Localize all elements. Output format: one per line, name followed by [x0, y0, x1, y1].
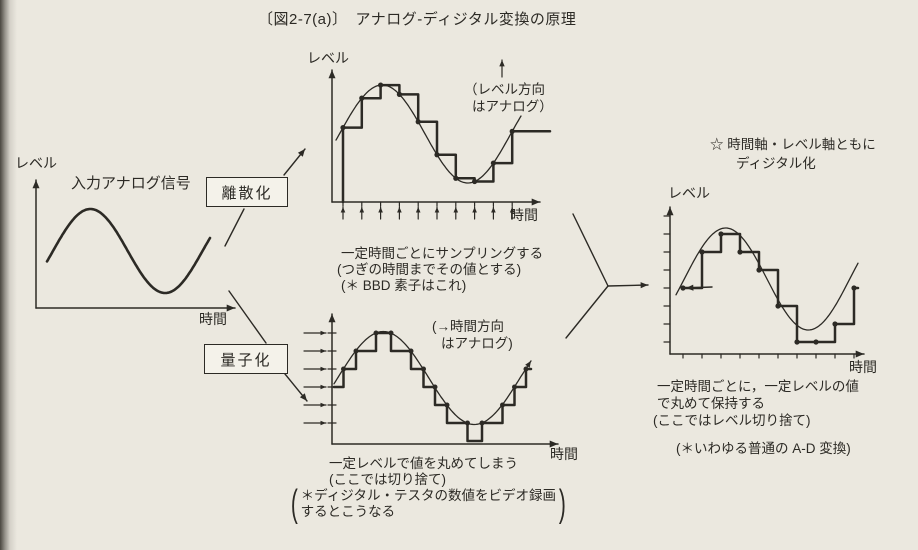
video-note: ( ＊ディジタル・テスタの数値をビデオ録画 するとこうなる ) — [288, 483, 569, 525]
sampled-annotation-line1: （レベル方向 — [464, 82, 545, 97]
input-chart-xlabel: 時間 — [199, 311, 227, 327]
sampled-caption-line1: 一定時間ごとにサンプリングする — [341, 246, 544, 261]
digital-caption-line1: 一定時間ごとに，一定レベルの値 — [657, 379, 859, 394]
figure-title: 〔図2-7(a)〕 アナログ-ディジタル変換の原理 — [258, 11, 577, 28]
video-note-line1: ＊ディジタル・テスタの数値をビデオ録画 — [300, 488, 556, 503]
sampled-annotation-line2: はアナログ） — [472, 99, 553, 114]
quantize-box: 量子化 — [204, 344, 288, 374]
input-signal-label: 入力アナログ信号 — [71, 175, 191, 192]
quantized-annotation-line2: はアナログ) — [441, 336, 513, 351]
digital-star-note-line2: ディジタル化 — [736, 156, 816, 171]
sampled-chart-ylabel: レベル — [307, 50, 349, 66]
sampled-caption-line2: (つぎの時間までその値とする) — [337, 262, 522, 277]
video-note-line2: するとこうなる — [300, 504, 396, 519]
quantized-annotation-line1: (→時間方向 — [432, 319, 504, 334]
quantized-caption-line2: (ここでは切り捨て) — [329, 472, 446, 487]
video-note-paren-open: ( — [290, 483, 298, 525]
digital-star-note-line1: ☆ 時間軸・レベル軸ともに — [710, 137, 876, 152]
quantized-caption-line1: 一定レベルで値を丸めてしまう — [329, 456, 518, 471]
sampled-chart-xlabel: 時間 — [510, 207, 538, 223]
digital-note: (＊いわゆる普通の A-D 変換) — [676, 441, 851, 456]
digital-caption-line2: で丸めて保持する — [657, 396, 765, 411]
input-chart-ylabel: レベル — [15, 155, 57, 171]
digital-chart-xlabel: 時間 — [849, 359, 877, 375]
discretize-box: 離散化 — [206, 177, 288, 207]
quantized-chart-xlabel: 時間 — [550, 446, 578, 462]
video-note-paren-close: ) — [558, 483, 566, 525]
digital-chart-ylabel: レベル — [668, 185, 710, 201]
digital-caption-line3: (ここではレベル切り捨て) — [653, 413, 811, 428]
sampled-caption-line3: (＊ BBD 素子はこれ) — [341, 278, 467, 293]
